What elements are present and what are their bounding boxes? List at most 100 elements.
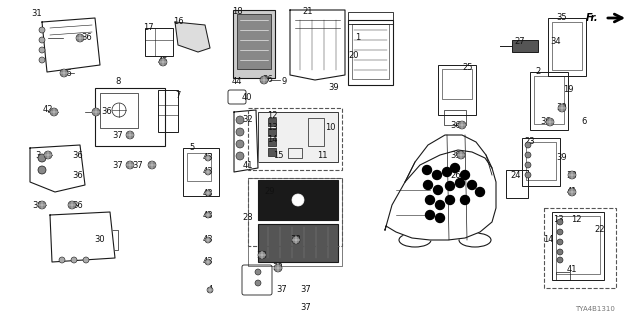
Circle shape: [426, 196, 435, 204]
Bar: [145, 28, 173, 56]
Text: 1: 1: [355, 34, 360, 43]
Bar: [530, 72, 568, 130]
Bar: [534, 76, 564, 124]
Bar: [526, 142, 556, 180]
Text: 5: 5: [189, 143, 195, 153]
Circle shape: [148, 161, 156, 169]
Text: 35: 35: [557, 13, 567, 22]
Circle shape: [207, 287, 213, 293]
Text: 7: 7: [175, 91, 180, 100]
Circle shape: [60, 69, 68, 77]
Polygon shape: [385, 150, 496, 240]
Text: 43: 43: [203, 258, 213, 267]
Text: 36: 36: [61, 68, 72, 77]
Text: 14: 14: [267, 134, 277, 143]
Bar: [258, 224, 338, 262]
Text: 13: 13: [267, 123, 277, 132]
Text: 36: 36: [72, 201, 83, 210]
Bar: [348, 12, 393, 24]
Bar: [268, 128, 276, 136]
Polygon shape: [175, 22, 210, 52]
Bar: [268, 138, 276, 146]
Text: 9: 9: [282, 77, 287, 86]
Text: 12: 12: [571, 215, 581, 225]
Circle shape: [546, 118, 554, 126]
Circle shape: [38, 154, 46, 162]
Circle shape: [44, 151, 52, 159]
Text: 16: 16: [173, 18, 183, 27]
Circle shape: [568, 171, 576, 179]
Text: 31: 31: [32, 10, 42, 19]
Bar: [506, 170, 528, 198]
Text: 11: 11: [317, 150, 327, 159]
Circle shape: [433, 186, 442, 195]
Text: 44: 44: [232, 77, 243, 86]
Circle shape: [525, 162, 531, 168]
Circle shape: [558, 104, 566, 112]
Text: 36: 36: [82, 34, 92, 43]
Circle shape: [433, 171, 442, 180]
Circle shape: [38, 166, 46, 174]
Circle shape: [39, 57, 45, 63]
Text: TYA4B1310: TYA4B1310: [575, 306, 615, 312]
Circle shape: [68, 201, 76, 209]
Bar: [288, 148, 302, 158]
Text: 45: 45: [157, 58, 168, 67]
Circle shape: [71, 257, 77, 263]
Text: 38: 38: [257, 251, 268, 260]
Circle shape: [525, 172, 531, 178]
Text: 36: 36: [262, 76, 273, 84]
Circle shape: [525, 152, 531, 158]
Circle shape: [205, 237, 211, 243]
Bar: [444, 110, 466, 125]
Circle shape: [76, 34, 84, 42]
Bar: [348, 20, 393, 85]
Text: 41: 41: [567, 266, 577, 275]
Text: 23: 23: [525, 138, 535, 147]
Bar: [158, 90, 178, 132]
Text: 32: 32: [243, 116, 253, 124]
Circle shape: [236, 152, 244, 160]
Text: 8: 8: [115, 77, 121, 86]
Circle shape: [59, 257, 65, 263]
Circle shape: [457, 151, 465, 159]
Bar: [512, 40, 538, 52]
Text: 26: 26: [451, 171, 461, 180]
Text: 37: 37: [276, 285, 287, 294]
Text: 37: 37: [113, 131, 124, 140]
Circle shape: [435, 201, 445, 210]
Circle shape: [442, 167, 451, 177]
Circle shape: [467, 180, 477, 189]
Circle shape: [260, 76, 268, 84]
Text: 12: 12: [267, 110, 277, 119]
Bar: [352, 24, 389, 79]
Bar: [58, 220, 102, 255]
Text: 17: 17: [143, 23, 154, 33]
Circle shape: [236, 116, 244, 124]
Polygon shape: [50, 212, 115, 262]
Circle shape: [422, 165, 431, 174]
Circle shape: [39, 47, 45, 53]
Text: 4: 4: [207, 285, 212, 294]
Text: 43: 43: [203, 188, 213, 197]
Polygon shape: [30, 145, 85, 192]
Circle shape: [92, 108, 100, 116]
Bar: [248, 108, 342, 170]
Text: 38: 38: [273, 263, 284, 273]
Circle shape: [205, 155, 211, 161]
Circle shape: [39, 27, 45, 33]
Polygon shape: [42, 18, 100, 72]
Circle shape: [426, 211, 435, 220]
Circle shape: [50, 108, 58, 116]
Circle shape: [557, 257, 563, 263]
Text: 29: 29: [265, 188, 275, 196]
Text: 36: 36: [102, 108, 113, 116]
Circle shape: [451, 164, 460, 172]
Bar: [438, 164, 458, 184]
Text: 43: 43: [203, 211, 213, 220]
Text: 36: 36: [451, 121, 461, 130]
Bar: [248, 178, 342, 246]
Text: Fr.: Fr.: [586, 13, 598, 23]
Bar: [556, 272, 570, 280]
Bar: [95, 88, 165, 146]
